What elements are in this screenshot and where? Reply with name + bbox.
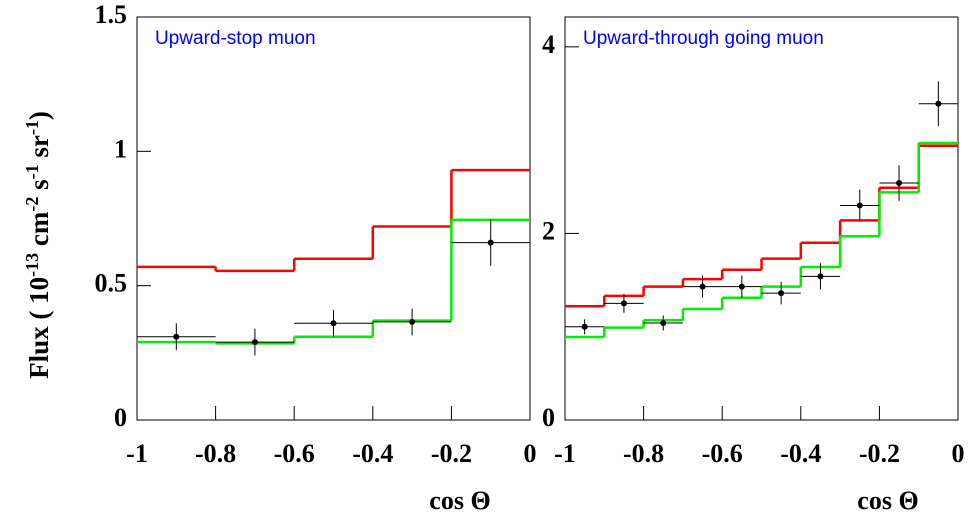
data-point <box>660 319 667 326</box>
y-label-part: -2 <box>22 197 42 212</box>
x-tick-label: -1 <box>554 439 576 468</box>
y-tick-label: 1 <box>114 134 127 163</box>
x-tick-label: -0.4 <box>352 439 393 468</box>
x-tick-label: 0 <box>952 439 965 468</box>
x-tick-label: -0.2 <box>431 439 472 468</box>
x-tick-label: -0.8 <box>195 439 236 468</box>
data-point <box>896 180 903 187</box>
data-point <box>817 273 824 280</box>
data-point <box>699 283 706 290</box>
data-point <box>856 202 863 209</box>
panel-title: Upward-stop muon <box>155 28 316 49</box>
data-point <box>173 333 180 340</box>
y-label-part: -13 <box>22 253 42 277</box>
data-point <box>251 339 258 346</box>
y-tick-label: 1.5 <box>95 0 128 29</box>
data-point <box>738 283 745 290</box>
x-tick-label: -0.2 <box>859 439 900 468</box>
y-tick-label: 0 <box>542 403 555 432</box>
plot-frame <box>564 16 959 421</box>
y-tick-label: 0 <box>114 403 127 432</box>
y-label-part: cm <box>24 211 54 253</box>
y-label-part: sr <box>24 135 54 164</box>
x-tick-label: -0.8 <box>623 439 664 468</box>
plot-frame <box>136 16 531 421</box>
x-tick-label: -0.4 <box>780 439 821 468</box>
y-label-part: ) <box>24 111 54 120</box>
x-tick-label: -0.6 <box>702 439 743 468</box>
data-point <box>409 318 416 325</box>
y-tick-label: 0.5 <box>95 269 128 298</box>
panel-title: Upward-through going muon <box>583 28 824 49</box>
y-label-part: -1 <box>22 120 42 135</box>
x-tick-label: -0.6 <box>274 439 315 468</box>
data-point <box>620 300 627 307</box>
data-point <box>778 290 785 297</box>
y-axis-label: Flux ( 10-13 cm-2 s-1 sr-1) <box>22 111 54 379</box>
data-point <box>581 323 588 330</box>
data-point <box>330 320 337 327</box>
y-label-part: -1 <box>22 164 42 179</box>
y-tick-label: 4 <box>542 30 555 59</box>
data-point <box>935 100 942 107</box>
x-axis-label: cos Θ <box>857 486 918 515</box>
x-tick-label: -1 <box>126 439 148 468</box>
y-label-part: s <box>24 179 54 196</box>
x-axis-label: cos Θ <box>429 486 490 515</box>
data-point <box>487 239 494 246</box>
y-tick-label: 2 <box>542 216 555 245</box>
x-tick-label: 0 <box>524 439 537 468</box>
y-label-part: Flux ( 10 <box>24 277 54 379</box>
